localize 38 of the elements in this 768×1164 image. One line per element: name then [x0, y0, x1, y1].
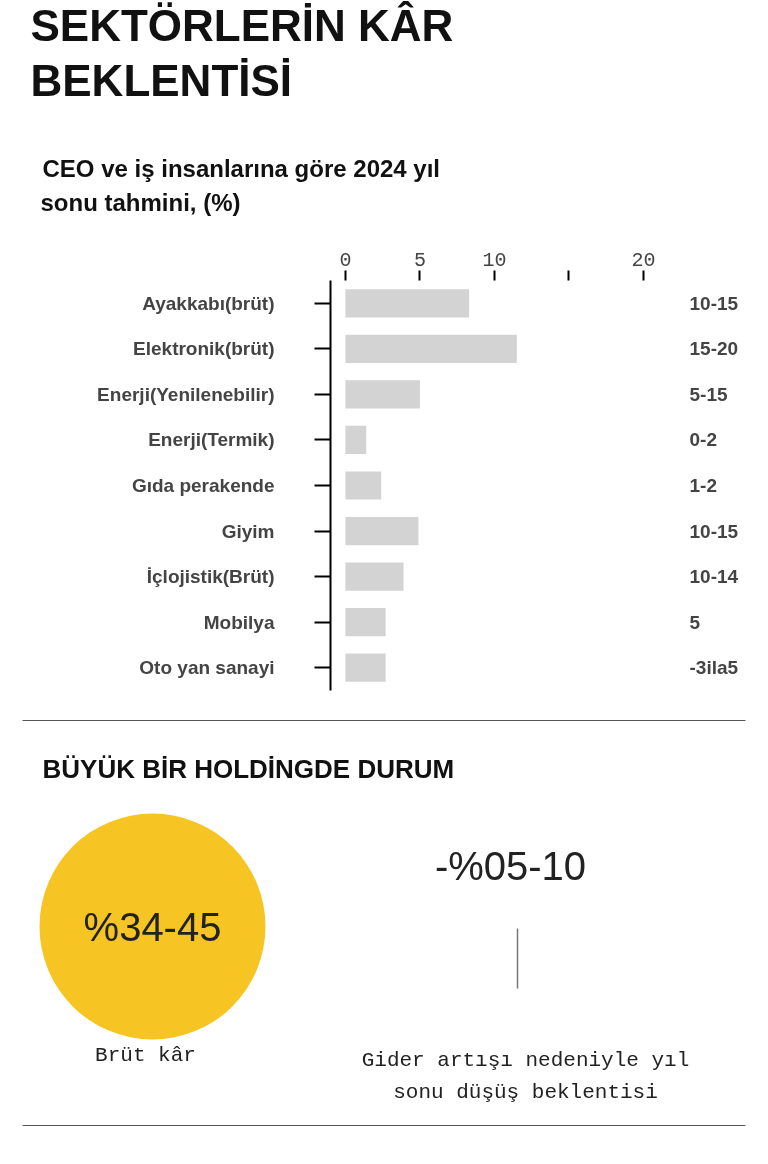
bar [345, 562, 404, 591]
text: 5 [689, 611, 701, 633]
text: -%05-10 [434, 843, 587, 888]
bar [345, 334, 517, 363]
bar [345, 653, 386, 682]
text: 1-2 [689, 475, 717, 496]
text: %34-45 [83, 904, 222, 949]
bar [345, 516, 419, 546]
text: 15-20 [689, 338, 739, 360]
x-tick-label: 10 [482, 248, 507, 272]
bar [345, 380, 420, 409]
bar [345, 289, 470, 318]
text: 10-14 [689, 566, 739, 588]
chart-subtitle: CEO ve iş insanlarına göre 2024 yıl sonu tahmini, (%) [40, 155, 441, 216]
text: Gider artışı nedeniyle yıl sonu düşüş beklentisi [361, 1049, 690, 1104]
text: Brüt kâr [95, 1044, 196, 1067]
y-tick-label: İçlojistik(Brüt) [146, 566, 275, 588]
chart-title: SEKTÖRLERİN KÂR BEKLENTİSİ [30, 1, 454, 105]
y-tick-label: Gıda perakende [131, 475, 275, 496]
y-tick-label: Oto yan sanayi [139, 657, 275, 679]
y-tick-label: Enerji(Termik) [148, 429, 275, 451]
y-tick-label: Elektronik(brüt) [133, 338, 275, 360]
x-tick-label: 5 [413, 248, 426, 272]
y-tick-label: Mobilya [203, 611, 275, 633]
y-tick-label: Enerji(Yenilenebilir) [97, 383, 275, 405]
text: 5-15 [689, 383, 728, 405]
x-tick-label: 0 [339, 248, 352, 272]
text: 10-15 [689, 292, 739, 314]
text: 10-15 [689, 520, 739, 542]
text: 0-2 [689, 429, 717, 451]
x-tick-label: 20 [631, 248, 656, 272]
text: BÜYÜK BİR HOLDİNGDE DURUM [42, 753, 455, 784]
bar [345, 471, 382, 500]
bar [345, 608, 386, 637]
y-tick-label: Ayakkabı(brüt) [142, 292, 275, 314]
text: -3ila5 [689, 657, 739, 679]
y-tick-label: Giyim [221, 520, 275, 542]
bar [345, 425, 367, 455]
